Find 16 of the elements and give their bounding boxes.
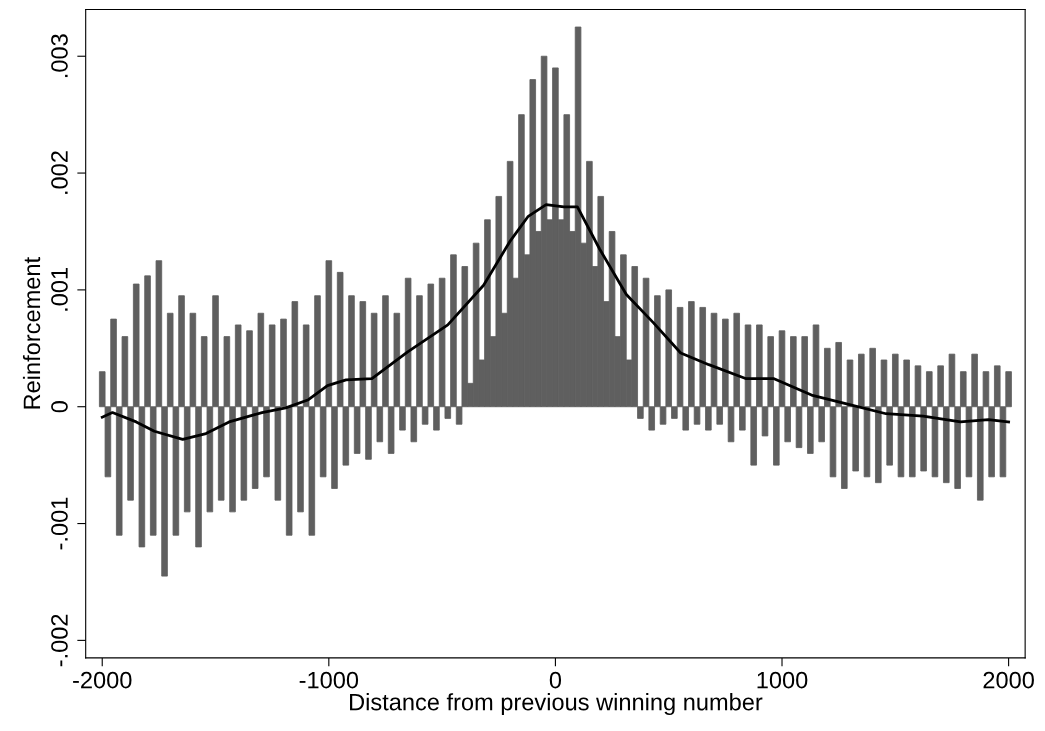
y-tick-label: -.002: [51, 614, 68, 667]
x-tick-label: 0: [549, 671, 562, 689]
y-tick-label: .003: [51, 34, 68, 78]
x-tick-label: 2000: [983, 671, 1034, 689]
x-tick-label: -2000: [73, 671, 132, 689]
y-tick-label: .001: [51, 268, 68, 311]
x-tick-label: 1000: [757, 671, 808, 689]
bar: [852, 406, 859, 472]
y-axis-title: Reinforcement: [22, 257, 41, 409]
y-tick-label: 0: [51, 401, 68, 413]
bar: [285, 406, 293, 536]
x-tick-label: -1000: [299, 671, 359, 689]
line-series: [100, 203, 1010, 441]
y-tick-label: -.001: [51, 497, 68, 550]
y-tick-label: .002: [51, 151, 68, 194]
x-axis-title: Distance from previous winning number: [350, 693, 763, 716]
